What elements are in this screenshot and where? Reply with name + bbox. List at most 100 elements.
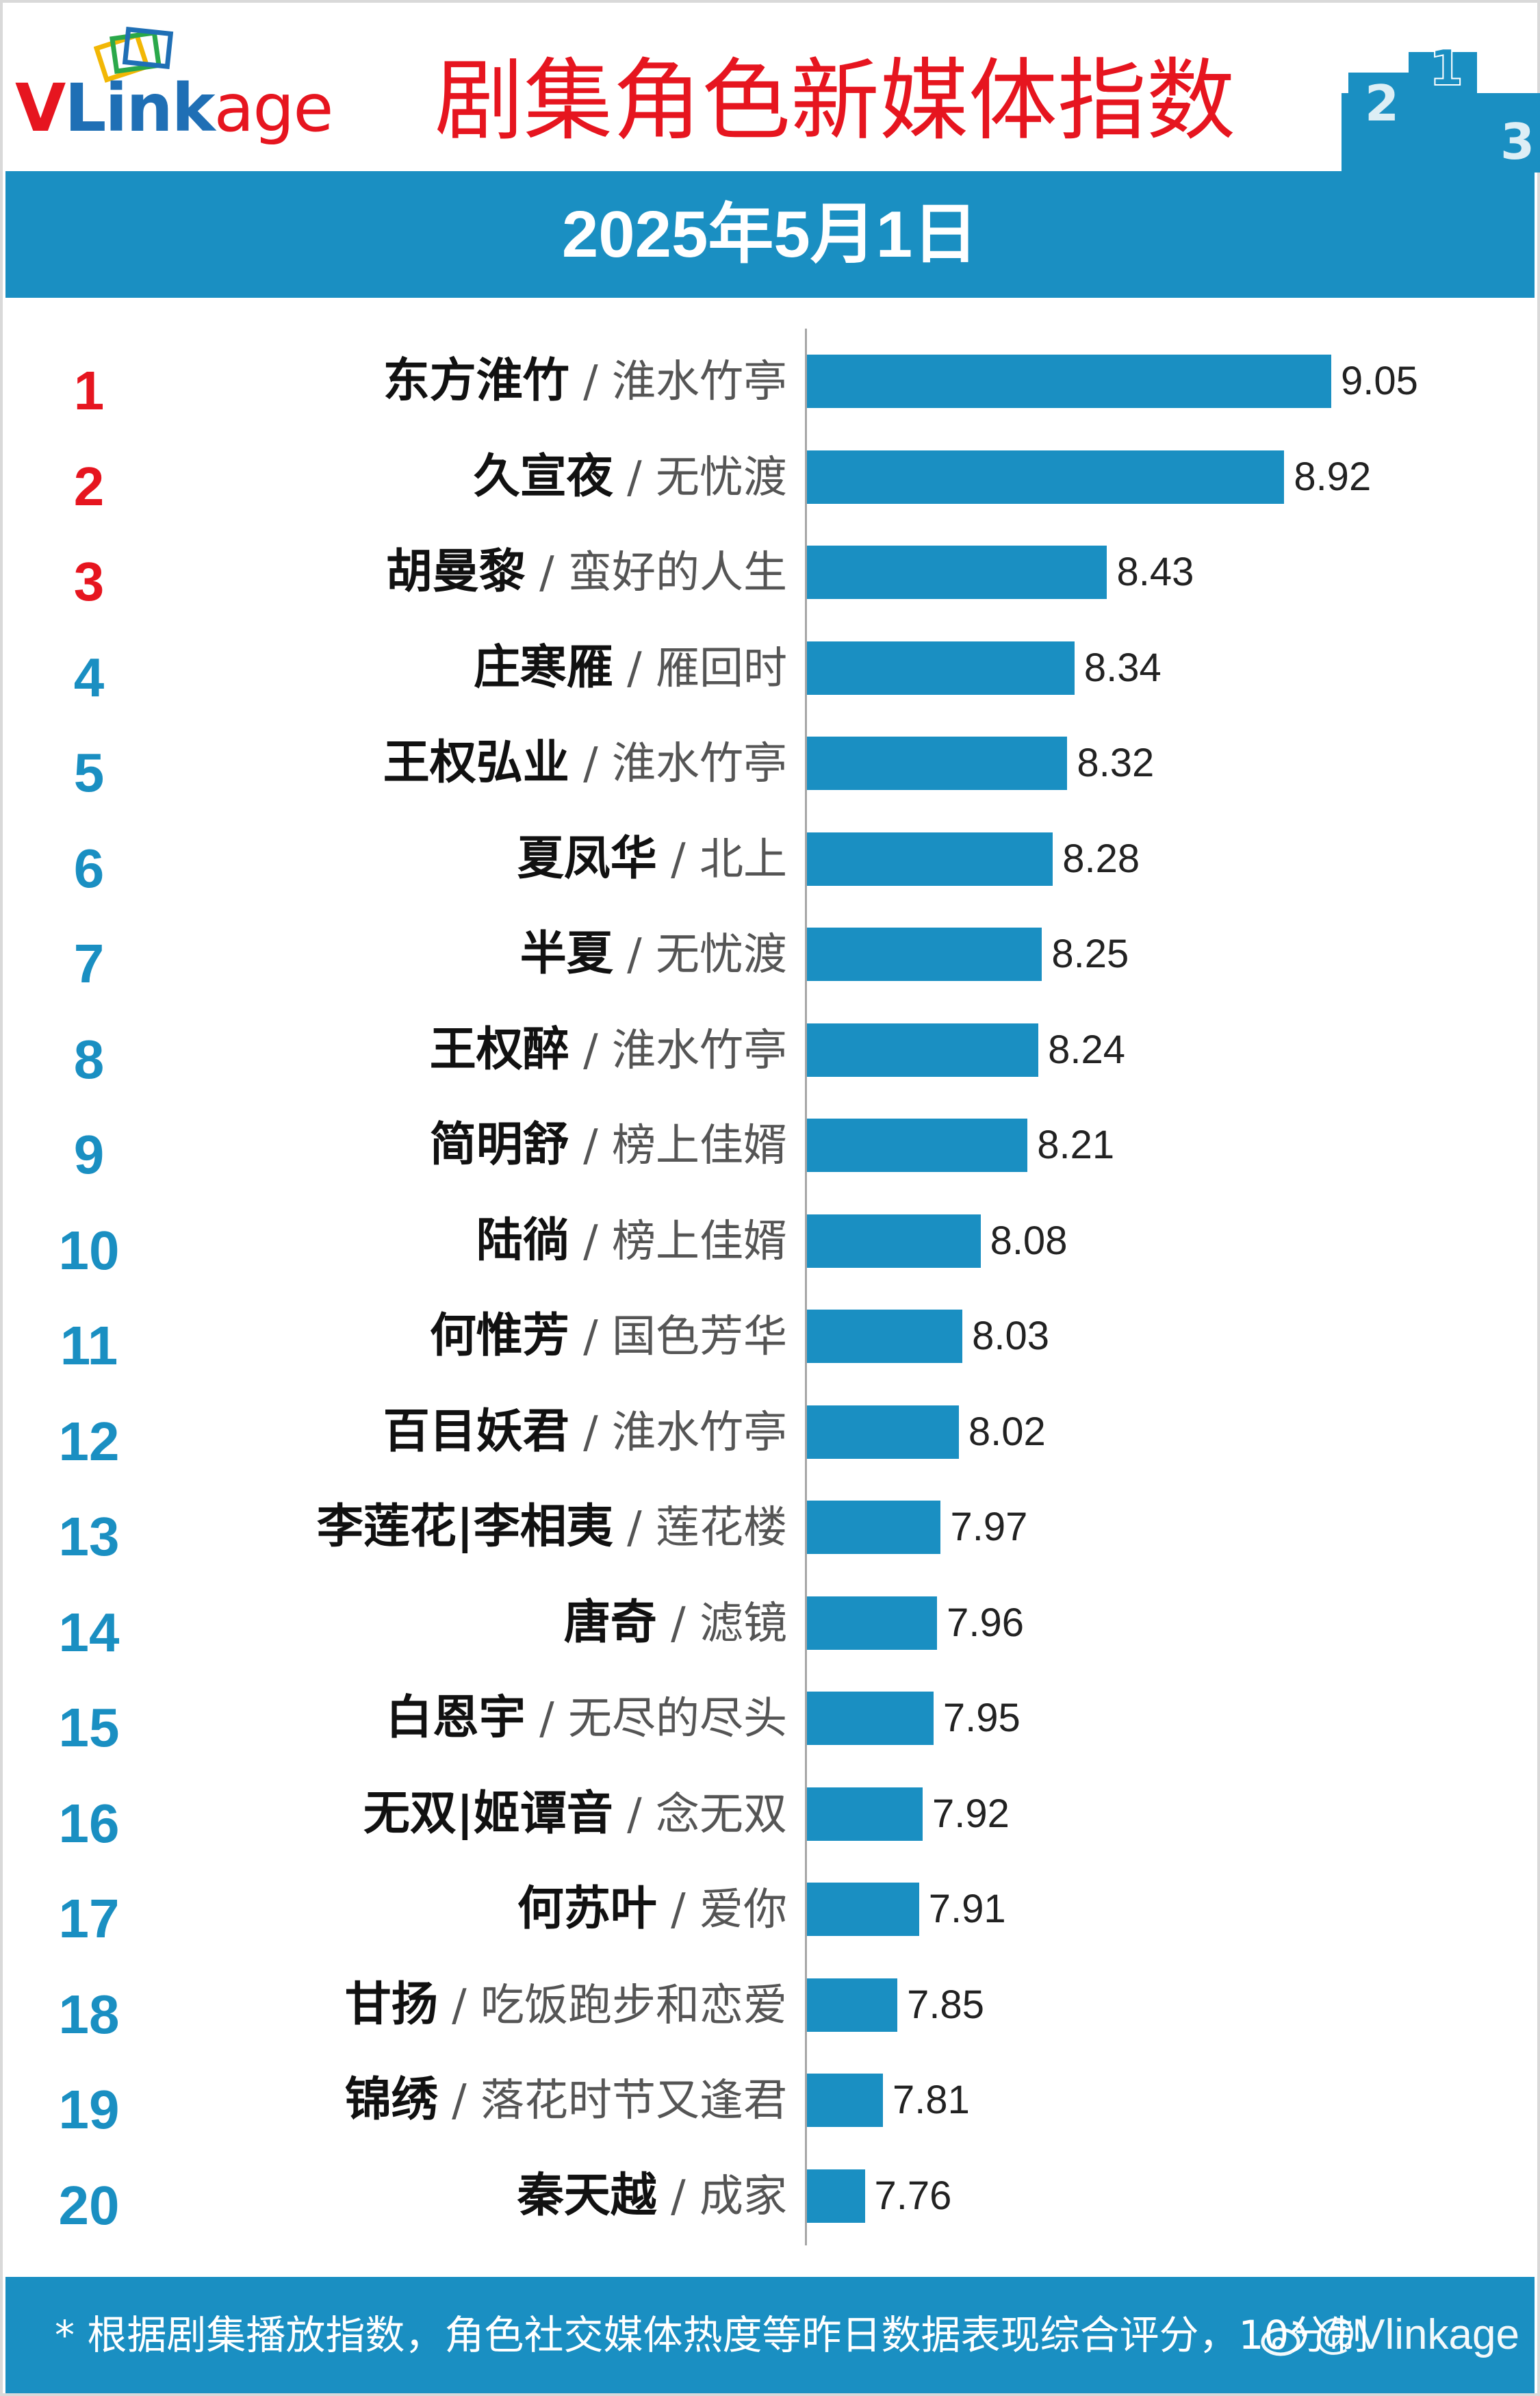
row-label: 秦天越 / 成家 xyxy=(517,2152,787,2241)
label-separator: / xyxy=(613,930,656,980)
chart-row: 5 王权弘业 / 淮水竹亭 8.32 xyxy=(0,719,1540,808)
bar-value-label: 7.97 xyxy=(950,1505,1028,1549)
bar xyxy=(807,737,1068,790)
svg-text:3: 3 xyxy=(1500,113,1535,170)
show-name: 淮水竹亭 xyxy=(612,739,787,789)
bar xyxy=(807,832,1053,886)
character-name: 唐奇 xyxy=(563,1595,657,1650)
rank-number: 12 xyxy=(58,1410,120,1472)
bar xyxy=(807,355,1331,408)
chart-row: 20 秦天越 / 成家 7.76 xyxy=(0,2152,1540,2241)
label-separator: / xyxy=(569,1216,612,1267)
chart-row: 9 简明舒 / 榜上佳婿 8.21 xyxy=(0,1101,1540,1190)
weibo-watermark: @Vlinkage xyxy=(1260,2277,1519,2393)
character-name: 王权弘业 xyxy=(383,736,569,790)
row-label: 胡曼黎 / 蛮好的人生 xyxy=(386,528,787,617)
watermark-text: @Vlinkage xyxy=(1313,2311,1519,2358)
character-name: 庄寒雁 xyxy=(473,640,613,695)
chart-row: 10 陆徜 / 榜上佳婿 8.08 xyxy=(0,1197,1540,1286)
bar-value-label: 7.95 xyxy=(942,1696,1021,1740)
show-name: 莲花楼 xyxy=(656,1503,787,1553)
label-separator: / xyxy=(569,1312,612,1362)
label-separator: / xyxy=(656,1885,700,1935)
bar-value-label: 9.05 xyxy=(1341,359,1418,403)
row-label: 无双|姬谭音 / 念无双 xyxy=(363,1770,787,1859)
rank-number: 4 xyxy=(73,646,105,708)
rank-number: 14 xyxy=(58,1601,120,1663)
bar xyxy=(807,1596,938,1650)
character-name: 无双|姬谭音 xyxy=(363,1786,613,1841)
label-separator: / xyxy=(437,2076,480,2126)
row-label: 何惟芳 / 国色芳华 xyxy=(430,1292,787,1381)
bar xyxy=(807,1023,1039,1077)
label-separator: / xyxy=(569,357,612,407)
chart-row: 15 白恩宇 / 无尽的尽头 7.95 xyxy=(0,1674,1540,1763)
bar-value-label: 7.96 xyxy=(947,1600,1025,1645)
show-name: 北上 xyxy=(700,834,787,885)
bar xyxy=(807,1883,919,1936)
bar xyxy=(807,1405,959,1459)
character-name: 甘扬 xyxy=(344,1977,438,2032)
row-label: 半夏 / 无忧渡 xyxy=(520,910,787,999)
chart-row: 13 李莲花|李相夷 / 莲花楼 7.97 xyxy=(0,1483,1540,1572)
bar-value-label: 7.92 xyxy=(932,1791,1010,1836)
bar xyxy=(807,546,1107,599)
row-label: 锦绣 / 落花时节又逢君 xyxy=(345,2056,787,2145)
rank-number: 5 xyxy=(73,742,105,803)
row-label: 庄寒雁 / 雁回时 xyxy=(474,624,787,713)
vlinkage-logo: VLinkage xyxy=(15,22,337,152)
show-name: 蛮好的人生 xyxy=(568,548,787,598)
character-name: 白恩宇 xyxy=(385,1691,526,1745)
bar-value-label: 7.85 xyxy=(907,1982,984,2027)
rank-number: 2 xyxy=(73,455,105,517)
show-name: 成家 xyxy=(700,2171,787,2222)
bar-value-label: 8.03 xyxy=(972,1314,1050,1358)
svg-text:1: 1 xyxy=(1429,39,1463,97)
row-label: 唐奇 / 滤镜 xyxy=(564,1579,787,1668)
bar xyxy=(807,1787,923,1841)
character-name: 简明舒 xyxy=(429,1118,569,1172)
label-separator: / xyxy=(569,1407,612,1458)
bar xyxy=(807,1692,934,1745)
bar-value-label: 8.43 xyxy=(1116,550,1194,594)
show-name: 念无双 xyxy=(656,1789,787,1840)
logo-frames-icon xyxy=(94,27,174,83)
chart-row: 17 何苏叶 / 爱你 7.91 xyxy=(0,1865,1540,1954)
bar-value-label: 8.34 xyxy=(1083,645,1162,690)
bar-value-label: 8.02 xyxy=(968,1409,1046,1454)
show-name: 榜上佳婿 xyxy=(612,1216,787,1267)
rank-number: 15 xyxy=(58,1697,120,1758)
rank-number: 20 xyxy=(58,2174,120,2236)
show-name: 无忧渡 xyxy=(656,930,787,980)
chart-row: 2 久宣夜 / 无忧渡 8.92 xyxy=(0,433,1540,522)
weibo-icon xyxy=(1261,2321,1306,2356)
bar xyxy=(807,928,1042,981)
label-separator: / xyxy=(437,1980,480,2031)
row-label: 王权弘业 / 淮水竹亭 xyxy=(383,719,787,808)
podium-icon: 2 1 3 xyxy=(1342,38,1540,173)
label-separator: / xyxy=(613,1503,656,1553)
row-label: 何苏叶 / 爱你 xyxy=(517,1865,787,1954)
rank-number: 18 xyxy=(58,1983,120,2045)
label-separator: / xyxy=(569,1025,612,1076)
rank-number: 17 xyxy=(58,1888,120,1949)
character-name: 半夏 xyxy=(519,927,613,981)
rank-number: 1 xyxy=(73,360,105,421)
bar-value-label: 8.24 xyxy=(1048,1027,1125,1072)
show-name: 落花时节又逢君 xyxy=(480,2076,787,2126)
show-name: 滤镜 xyxy=(700,1598,787,1649)
rank-number: 7 xyxy=(73,933,105,994)
show-name: 无忧渡 xyxy=(656,452,787,503)
label-separator: / xyxy=(569,1121,612,1171)
character-name: 胡曼黎 xyxy=(385,545,526,599)
label-separator: / xyxy=(656,834,700,885)
label-separator: / xyxy=(613,1789,656,1840)
show-name: 吃饭跑步和恋爱 xyxy=(480,1980,787,2031)
character-name: 何惟芳 xyxy=(429,1309,569,1363)
bar-value-label: 8.25 xyxy=(1051,932,1129,976)
rank-number: 9 xyxy=(73,1124,105,1185)
chart-row: 6 夏凤华 / 北上 8.28 xyxy=(0,815,1540,904)
bar-value-label: 8.08 xyxy=(990,1218,1068,1263)
chart-row: 19 锦绣 / 落花时节又逢君 7.81 xyxy=(0,2056,1540,2145)
chart-row: 12 百目妖君 / 淮水竹亭 8.02 xyxy=(0,1388,1540,1477)
